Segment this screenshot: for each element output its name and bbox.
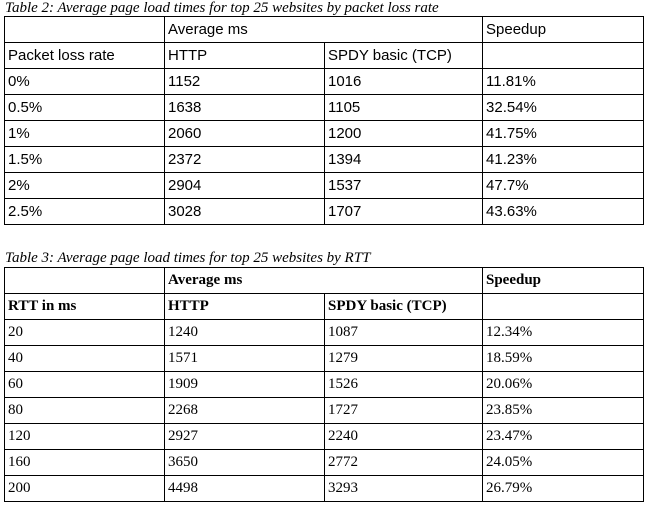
row-label-cell: 60 <box>4 371 165 398</box>
header-empty-cell <box>4 16 165 43</box>
table-row: 80 2268 1727 23.85% <box>4 397 644 424</box>
row-label-cell: 0.5% <box>4 94 165 121</box>
speedup-cell: 12.34% <box>482 319 644 346</box>
http-cell: 1638 <box>164 94 325 121</box>
http-cell: 1571 <box>164 345 325 372</box>
speedup-cell: 23.47% <box>482 423 644 450</box>
row-label-cell: 2.5% <box>4 198 165 225</box>
table-row: 0% 1152 1016 11.81% <box>4 68 645 95</box>
speedup-cell: 47.7% <box>482 172 645 199</box>
spdy-cell: 2240 <box>324 423 483 450</box>
spdy-cell: 1537 <box>323 172 484 199</box>
header-empty-cell <box>482 42 645 69</box>
speedup-cell: 18.59% <box>482 345 644 372</box>
spdy-cell: 1279 <box>324 345 483 372</box>
http-cell: 4498 <box>164 475 325 502</box>
speedup-cell: 41.23% <box>482 146 645 173</box>
packet-loss-rate-header: Packet loss rate <box>4 42 165 69</box>
row-label-cell: 2% <box>4 172 165 199</box>
http-cell: 2372 <box>164 146 325 173</box>
http-cell: 2904 <box>164 172 325 199</box>
spdy-cell: 1526 <box>324 371 483 398</box>
speedup-cell: 41.75% <box>482 120 645 147</box>
spdy-cell: 2772 <box>324 449 483 476</box>
table-row: 2.5% 3028 1707 43.63% <box>4 198 645 225</box>
row-label-cell: 80 <box>4 397 165 424</box>
speedup-cell: 20.06% <box>482 371 644 398</box>
spdy-cell: 1727 <box>324 397 483 424</box>
speedup-cell: 43.63% <box>482 198 645 225</box>
packet-loss-table: Average ms Speedup Packet loss rate HTTP… <box>4 16 645 225</box>
table-row: 2% 2904 1537 47.7% <box>4 172 645 199</box>
row-label-cell: 20 <box>4 319 165 346</box>
table-row: 160 3650 2772 24.05% <box>4 449 644 476</box>
http-header: HTTP <box>164 42 325 69</box>
speedup-cell: 23.85% <box>482 397 644 424</box>
row-label-cell: 40 <box>4 345 165 372</box>
http-cell: 3650 <box>164 449 325 476</box>
table-row: 20 1240 1087 12.34% <box>4 319 644 346</box>
table-row: 60 1909 1526 20.06% <box>4 371 644 398</box>
spdy-cell: 1087 <box>324 319 483 346</box>
spdy-cell: 1707 <box>323 198 484 225</box>
table-row: 40 1571 1279 18.59% <box>4 345 644 372</box>
http-cell: 3028 <box>164 198 325 225</box>
table-subheader-row: Packet loss rate HTTP SPDY basic (TCP) <box>4 42 645 69</box>
table-3-caption: Table 3: Average page load times for top… <box>5 250 371 266</box>
spdy-cell: 3293 <box>324 475 483 502</box>
header-empty-cell <box>4 267 165 294</box>
speedup-cell: 11.81% <box>482 68 645 95</box>
average-ms-header: Average ms <box>163 16 484 43</box>
average-ms-header: Average ms <box>164 267 483 294</box>
table-row: 200 4498 3293 26.79% <box>4 475 644 502</box>
table-header-row: Average ms Speedup <box>4 267 644 294</box>
row-label-cell: 1.5% <box>4 146 165 173</box>
rtt-table: Average ms Speedup RTT in ms HTTP SPDY b… <box>4 267 644 502</box>
table-row: 1.5% 2372 1394 41.23% <box>4 146 645 173</box>
speedup-header: Speedup <box>482 267 644 294</box>
row-label-cell: 120 <box>4 423 165 450</box>
spdy-cell: 1394 <box>323 146 484 173</box>
http-cell: 1152 <box>164 68 325 95</box>
http-cell: 1240 <box>164 319 325 346</box>
spdy-header: SPDY basic (TCP) <box>323 42 484 69</box>
http-cell: 2927 <box>164 423 325 450</box>
speedup-cell: 32.54% <box>482 94 645 121</box>
table-header-row: Average ms Speedup <box>4 16 645 43</box>
spdy-header: SPDY basic (TCP) <box>324 293 483 320</box>
table-2-caption: Table 2: Average page load times for top… <box>5 0 439 16</box>
spdy-cell: 1200 <box>323 120 484 147</box>
row-label-cell: 200 <box>4 475 165 502</box>
http-header: HTTP <box>164 293 325 320</box>
row-label-cell: 0% <box>4 68 165 95</box>
http-cell: 1909 <box>164 371 325 398</box>
row-label-cell: 160 <box>4 449 165 476</box>
http-cell: 2268 <box>164 397 325 424</box>
spdy-cell: 1016 <box>323 68 484 95</box>
header-empty-cell <box>482 293 644 320</box>
speedup-header: Speedup <box>482 16 645 43</box>
table-row: 0.5% 1638 1105 32.54% <box>4 94 645 121</box>
speedup-cell: 24.05% <box>482 449 644 476</box>
table-row: 1% 2060 1200 41.75% <box>4 120 645 147</box>
row-label-cell: 1% <box>4 120 165 147</box>
http-cell: 2060 <box>164 120 325 147</box>
speedup-cell: 26.79% <box>482 475 644 502</box>
spdy-cell: 1105 <box>323 94 484 121</box>
rtt-header: RTT in ms <box>4 293 165 320</box>
table-row: 120 2927 2240 23.47% <box>4 423 644 450</box>
table-subheader-row: RTT in ms HTTP SPDY basic (TCP) <box>4 293 644 320</box>
